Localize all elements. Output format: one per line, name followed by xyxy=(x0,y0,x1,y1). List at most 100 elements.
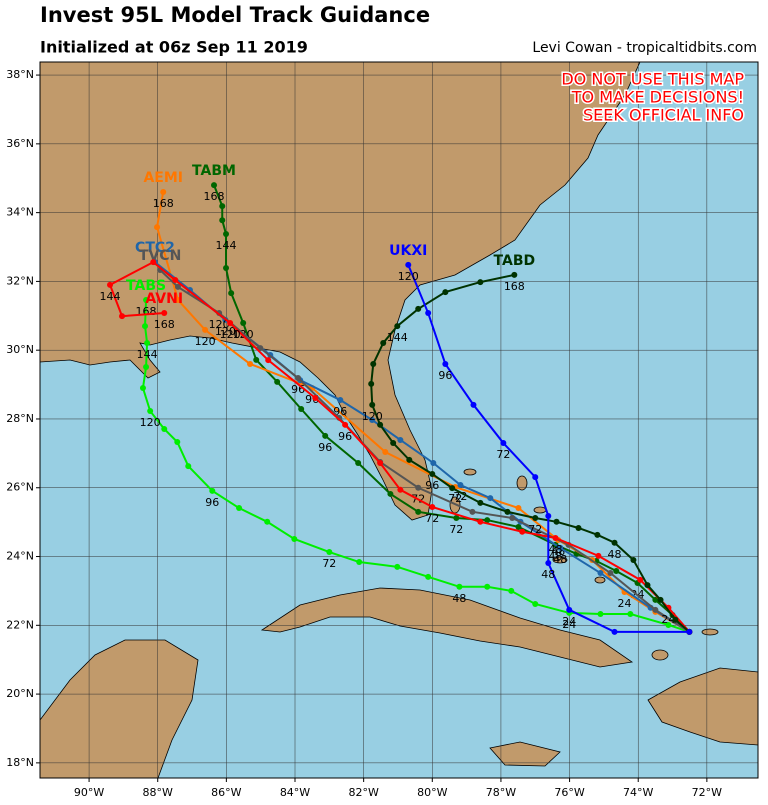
hour-label: 72 xyxy=(425,512,439,525)
track-point xyxy=(611,539,618,546)
track-point xyxy=(382,448,389,455)
track-point xyxy=(607,570,614,577)
hour-label: 24 xyxy=(562,618,576,631)
hour-label: 168 xyxy=(154,318,175,331)
track-point xyxy=(453,515,460,522)
y-tick-label: 32°N xyxy=(6,274,34,287)
track-point xyxy=(532,474,539,481)
track-point xyxy=(377,459,384,466)
track-point xyxy=(430,459,437,466)
track-point xyxy=(637,576,644,583)
hour-label: 72 xyxy=(496,448,510,461)
hour-label: 168 xyxy=(153,197,174,210)
track-point xyxy=(161,310,168,317)
track-point xyxy=(686,628,693,635)
track-point xyxy=(377,421,384,428)
track-point xyxy=(652,596,659,603)
track-point xyxy=(425,573,432,580)
hour-label: 120 xyxy=(398,270,419,283)
track-point xyxy=(627,610,634,617)
track-point xyxy=(142,323,149,330)
track-line xyxy=(370,273,691,633)
track-point xyxy=(202,326,209,333)
track-point xyxy=(264,518,271,525)
hour-label: 48 xyxy=(549,543,563,556)
track-point xyxy=(298,405,305,412)
track-point xyxy=(509,515,516,522)
track-point xyxy=(139,385,146,392)
hour-label: 120 xyxy=(362,410,383,423)
track-name: TABM xyxy=(192,163,236,179)
track-point xyxy=(511,271,518,278)
hour-label: 48 xyxy=(541,568,555,581)
track-point xyxy=(652,606,659,613)
track-point xyxy=(504,508,511,515)
track-point xyxy=(552,534,559,541)
track-point xyxy=(429,504,436,511)
track-point xyxy=(265,357,272,364)
hour-label: 48 xyxy=(608,548,622,561)
land xyxy=(40,62,758,778)
track-point xyxy=(355,459,362,466)
x-tick-label: 90°W xyxy=(74,786,104,799)
y-tick-label: 28°N xyxy=(6,412,34,425)
y-tick-label: 22°N xyxy=(6,618,34,631)
track-point xyxy=(380,339,387,346)
track-name: UKXI xyxy=(389,243,427,259)
track-point xyxy=(532,600,539,607)
track-point xyxy=(211,182,218,189)
track-point xyxy=(644,582,651,589)
track-point xyxy=(247,360,254,367)
track-point xyxy=(172,277,179,284)
hour-label: 120 xyxy=(209,318,230,331)
subtitle: Initialized at 06z Sep 11 2019 xyxy=(40,38,308,57)
track-point xyxy=(337,397,344,404)
track-point xyxy=(484,583,491,590)
track-point xyxy=(470,401,477,408)
x-tick-label: 72°W xyxy=(692,786,722,799)
track-point xyxy=(532,515,539,522)
hour-label: 144 xyxy=(100,290,121,303)
tracks: 24 48 72 96 120 144 168 TABS 24 48 72 96 120 144 168 TA… xyxy=(100,163,693,635)
track-point xyxy=(369,401,376,408)
track-point xyxy=(429,470,436,477)
hour-label: 24 xyxy=(617,597,631,610)
track-point xyxy=(236,505,243,512)
y-tick-label: 20°N xyxy=(6,687,34,700)
track-point xyxy=(219,217,226,224)
track-point xyxy=(356,559,363,566)
track-point xyxy=(223,264,230,271)
track-point xyxy=(508,587,515,594)
track-point xyxy=(469,508,476,515)
track-point xyxy=(597,570,604,577)
track-point xyxy=(312,394,319,401)
y-tick-label: 34°N xyxy=(6,206,34,219)
hour-label: 144 xyxy=(387,331,408,344)
track-point xyxy=(144,339,151,346)
hour-label: 96 xyxy=(205,496,219,509)
y-tick-label: 24°N xyxy=(6,550,34,563)
track-name: TABD xyxy=(494,253,536,269)
track-point xyxy=(390,440,397,447)
track-point xyxy=(545,560,552,567)
track-point xyxy=(515,523,522,530)
hour-label: 144 xyxy=(216,239,237,252)
hour-label: 168 xyxy=(204,190,225,203)
basemap: 24 48 72 96 120 144 168 TABS 24 48 72 96 120 144 168 TA… xyxy=(40,62,758,778)
y-tick-label: 30°N xyxy=(6,343,34,356)
track-point xyxy=(387,490,394,497)
track-name: TVCN xyxy=(139,248,181,264)
track-point xyxy=(566,606,573,613)
track-point xyxy=(477,518,484,525)
track-point xyxy=(228,290,235,297)
hour-label: 96 xyxy=(425,479,439,492)
credit: Levi Cowan - tropicaltidbits.com xyxy=(532,40,757,56)
track-point xyxy=(143,364,150,371)
track-point xyxy=(174,296,181,303)
hour-label: 96 xyxy=(338,430,352,443)
track-point xyxy=(477,279,484,286)
x-tick-label: 76°W xyxy=(554,786,584,799)
track-point xyxy=(487,495,494,502)
